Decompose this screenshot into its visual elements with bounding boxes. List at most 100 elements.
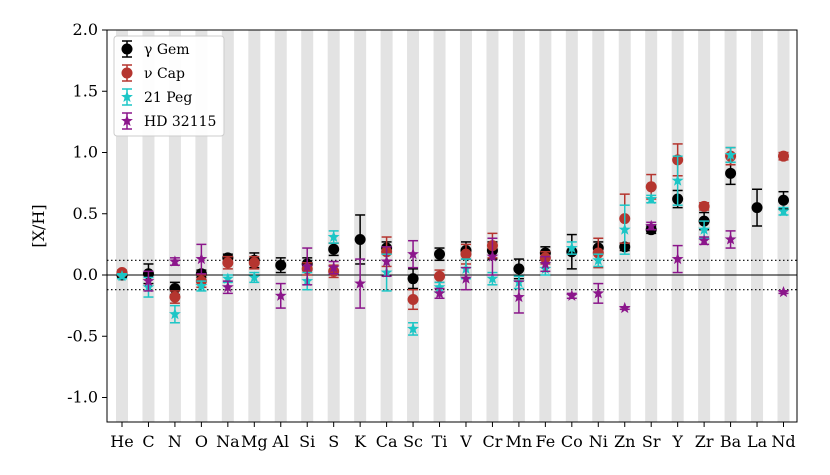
data-point-S: [327, 261, 340, 273]
data-point-Na: [221, 272, 234, 284]
legend-label: γ Gem: [144, 42, 190, 58]
legend-marker: [121, 67, 133, 79]
legend-marker: [121, 114, 133, 127]
x-tick-label: Zn: [614, 432, 635, 451]
data-point-Sc: [407, 294, 419, 305]
plot-frame: [106, 29, 798, 423]
data-point-Nd: [777, 285, 790, 298]
data-point-Nd: [777, 205, 790, 217]
data-point-Ba: [725, 167, 737, 179]
legend-box: [113, 35, 225, 137]
data-point-Na: [221, 281, 234, 293]
y-tick-label: 1.0: [73, 143, 98, 162]
x-tick-label: N: [168, 432, 182, 451]
data-point-Mn: [513, 263, 525, 275]
data-point-Sc: [407, 273, 419, 285]
data-point-Si: [301, 260, 314, 272]
data-point-Al: [274, 289, 287, 301]
data-point-Ni: [592, 254, 605, 266]
x-axis: He C N O Na Mg Al Si S K Ca Sc Ti V Cr Mn Fe Co Ni Zn Sr Y Zr B…: [110, 422, 796, 451]
data-point-Ba: [724, 233, 737, 245]
x-tick-label: Nd: [771, 432, 795, 451]
x-tick-label: Zr: [695, 432, 714, 451]
band-Na: [221, 30, 234, 422]
legend-label: ν Cap: [144, 66, 185, 82]
data-point-Zn: [618, 223, 631, 235]
y-tick-label: -1.0: [67, 388, 98, 407]
data-point-Na: [222, 257, 234, 269]
data-point-Zn: [618, 301, 631, 314]
data-point-V: [460, 248, 472, 260]
data-point-Ni: [592, 247, 604, 259]
data-point-K: [354, 233, 366, 245]
data-point-Nd: [778, 150, 789, 162]
data-point-Cr: [486, 272, 499, 284]
data-point-Sc: [407, 247, 419, 260]
data-point-Nd: [778, 194, 789, 206]
y-tick-label: 0.0: [73, 265, 98, 284]
data-point-N: [169, 291, 181, 303]
data-point-Sr: [645, 192, 658, 205]
band-Al: [274, 30, 287, 422]
data-point-Mn: [513, 290, 525, 303]
data-point-O: [195, 252, 208, 265]
x-tick-label: Ni: [589, 432, 608, 451]
band-Mn: [512, 30, 525, 422]
x-tick-label: Mn: [506, 432, 533, 451]
data-point-Zr: [698, 223, 711, 235]
data-point-He: [116, 270, 128, 282]
x-tick-label: Mg: [241, 432, 268, 451]
x-tick-label: Ti: [432, 432, 448, 451]
x-tick-label: Sc: [403, 432, 423, 451]
y-tick-label: 2.0: [73, 20, 98, 39]
data-point-K: [354, 277, 367, 289]
band-Co: [565, 30, 578, 422]
data-point-Y: [671, 174, 684, 186]
y-tick-label: 1.5: [73, 81, 98, 100]
reference-lines: [107, 259, 797, 291]
band-Si: [301, 30, 314, 422]
data-point-S: [328, 243, 340, 255]
legend: γ Gem ν Cap 21 Peg HD 32115: [113, 35, 225, 137]
data-point-S: [327, 230, 340, 243]
band-S: [327, 30, 340, 422]
band-Ti: [433, 30, 446, 422]
data-point-Sr: [645, 181, 657, 193]
data-point-Ti: [433, 281, 446, 293]
band-Ni: [592, 30, 605, 422]
data-point-Y: [671, 252, 684, 265]
x-tick-label: K: [354, 432, 367, 451]
legend-label: 21 Peg: [144, 90, 192, 106]
x-tick-label: Y: [671, 432, 683, 451]
x-tick-label: V: [459, 432, 472, 451]
data-point-Fe: [539, 257, 552, 269]
series-1: [116, 143, 789, 311]
data-point-Ti: [434, 248, 446, 260]
data-point-Co: [565, 241, 578, 254]
data-point-N: [169, 255, 181, 267]
y-axis: -1.0 -0.5 0.0 0.5 1.0 1.5 2.0: [67, 20, 107, 407]
data-point-V: [460, 272, 472, 284]
data-point-Ni: [592, 287, 605, 299]
series-3: [142, 219, 790, 314]
x-tick-label: Si: [299, 432, 315, 451]
band-Cr: [486, 30, 499, 422]
x-tick-label: Co: [561, 432, 583, 451]
data-point-La: [751, 202, 763, 214]
band-V: [459, 30, 472, 422]
band-Y: [671, 30, 684, 422]
band-Mg: [248, 30, 261, 422]
data-point-N: [169, 308, 181, 320]
data-point-Zr: [698, 234, 711, 246]
data-point-O: [195, 279, 208, 292]
band-Ba: [724, 30, 737, 422]
data-point-Ti: [434, 270, 446, 282]
data-point-Mg: [248, 271, 261, 283]
data-point-Sr: [645, 219, 658, 232]
x-tick-label: O: [195, 432, 208, 451]
data-point-Al: [275, 259, 287, 271]
x-tick-label: Cr: [482, 432, 502, 451]
band-Ca: [380, 30, 393, 422]
x-tick-label: He: [110, 432, 133, 451]
data-point-Ti: [433, 287, 446, 299]
